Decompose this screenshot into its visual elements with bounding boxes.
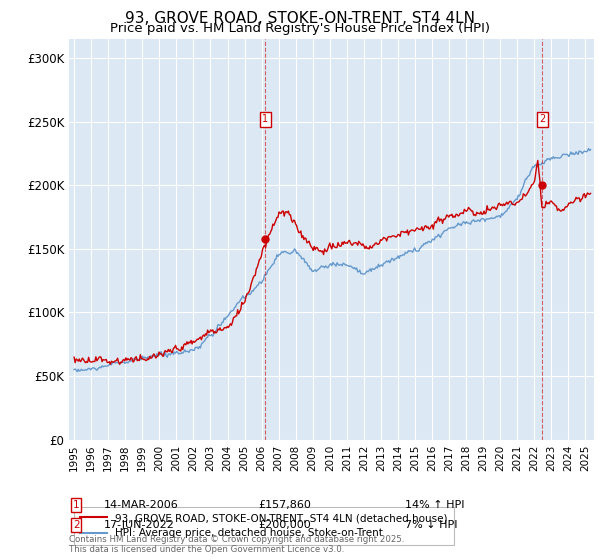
Text: Contains HM Land Registry data © Crown copyright and database right 2025.
This d: Contains HM Land Registry data © Crown c…	[69, 535, 404, 554]
Text: Price paid vs. HM Land Registry's House Price Index (HPI): Price paid vs. HM Land Registry's House …	[110, 22, 490, 35]
Text: 14% ↑ HPI: 14% ↑ HPI	[405, 500, 464, 510]
Text: £200,000: £200,000	[258, 520, 311, 530]
Text: 2: 2	[539, 114, 545, 124]
Text: 93, GROVE ROAD, STOKE-ON-TRENT, ST4 4LN: 93, GROVE ROAD, STOKE-ON-TRENT, ST4 4LN	[125, 11, 475, 26]
Text: 1: 1	[262, 114, 268, 124]
Text: 1: 1	[73, 500, 80, 510]
Text: £157,860: £157,860	[258, 500, 311, 510]
Text: 14-MAR-2006: 14-MAR-2006	[104, 500, 179, 510]
Legend: 93, GROVE ROAD, STOKE-ON-TRENT, ST4 4LN (detached house), HPI: Average price, de: 93, GROVE ROAD, STOKE-ON-TRENT, ST4 4LN …	[74, 507, 454, 544]
Text: 17-JUN-2022: 17-JUN-2022	[104, 520, 175, 530]
Text: 2: 2	[73, 520, 80, 530]
Text: 7% ↓ HPI: 7% ↓ HPI	[405, 520, 458, 530]
